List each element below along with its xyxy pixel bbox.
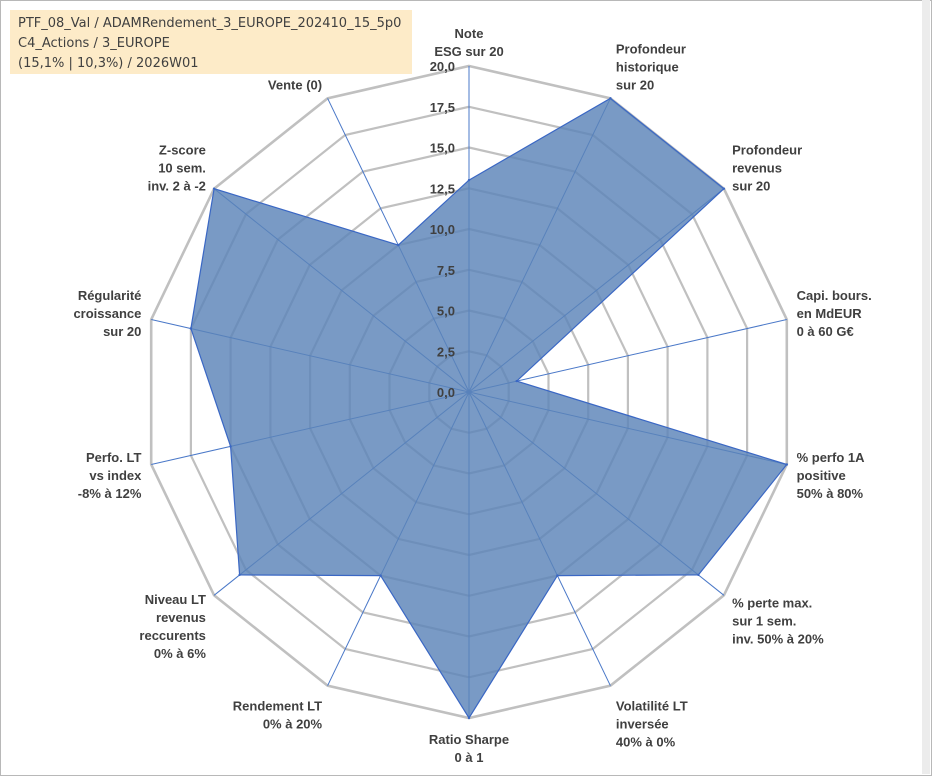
- axis-label-line: % perte max.: [732, 595, 812, 610]
- tick-label: 10,0: [430, 222, 455, 237]
- tick-label: 20,0: [430, 59, 455, 74]
- axis-label-line: inversée: [616, 717, 669, 732]
- series-point-8: [379, 574, 382, 577]
- tick-label: 7,5: [437, 263, 455, 278]
- axis-label-line: Profondeur: [616, 41, 686, 56]
- axis-label-line: 50% à 80%: [797, 486, 864, 501]
- axis-label-line: revenus: [156, 610, 206, 625]
- axis-label-12: Z-score 10 sem. inv. 2 à -2: [148, 143, 206, 194]
- axis-label-line: -8% à 12%: [78, 486, 142, 501]
- axis-label-line: 0% à 20%: [263, 717, 323, 732]
- series-point-13: [397, 243, 400, 247]
- axis-label-line: Niveau LT: [145, 592, 206, 607]
- axis-label-line: Capi. bours.: [797, 288, 872, 303]
- axis-label-line: historique: [616, 59, 679, 74]
- tick-label: 0,0: [437, 385, 455, 400]
- series-point-9: [238, 573, 241, 577]
- series-point-6: [556, 574, 559, 577]
- tick-label: 2,5: [437, 344, 455, 359]
- tick-label: 15,0: [430, 141, 455, 156]
- axis-label-line: % perfo 1A: [797, 450, 866, 465]
- axis-label-line: reccurents: [139, 628, 205, 643]
- axis-label-line: inv. 50% à 20%: [732, 631, 824, 646]
- axis-label-line: sur 20: [103, 324, 141, 339]
- axis-label-8: Rendement LT 0% à 20%: [233, 699, 323, 732]
- axis-label-line: sur 1 sem.: [732, 613, 796, 628]
- axis-label-line: Régularité: [78, 288, 142, 303]
- axis-label-line: 0 à 60 G€: [797, 324, 854, 339]
- axis-label-line: 10 sem.: [158, 161, 206, 176]
- title-box: PTF_08_Val / ADAMRendement_3_EUROPE_2024…: [10, 10, 412, 74]
- series-point-10: [229, 445, 232, 448]
- title-line-3: (15,1% | 10,3%) / 2026W01: [18, 56, 199, 71]
- axis-label-line: inv. 2 à -2: [148, 179, 206, 194]
- spoke-3: [468, 319, 787, 393]
- tick-label: 5,0: [437, 304, 455, 319]
- series-area-0: [190, 97, 788, 720]
- axis-label-line: Volatilité LT: [616, 699, 688, 714]
- axis-label-line: Note: [455, 26, 484, 41]
- axis-label-line: Profondeur: [732, 143, 802, 158]
- axis-label-line: sur 20: [732, 179, 770, 194]
- series-point-1: [609, 97, 612, 100]
- axis-label-7: Ratio Sharpe 0 à 1: [429, 732, 509, 765]
- series-point-5: [697, 573, 700, 577]
- tick-label: 12,5: [430, 181, 455, 196]
- axis-label-line: Rendement LT: [233, 699, 322, 714]
- axis-label-line: Ratio Sharpe: [429, 732, 509, 747]
- axis-label-9: Niveau LT revenus reccurents 0% à 6%: [139, 592, 206, 661]
- axis-label-2: Profondeur revenus sur 20: [732, 143, 802, 194]
- axis-label-line: en MdEUR: [797, 306, 863, 321]
- series-point-11: [189, 327, 193, 330]
- axis-label-6: Volatilité LT inversée 40% à 0%: [616, 699, 688, 750]
- axis-label-line: vs index: [89, 468, 142, 483]
- axis-label-0: Note ESG sur 20: [434, 26, 503, 59]
- axis-label-line: ESG sur 20: [434, 44, 503, 59]
- axis-label-line: sur 20: [616, 77, 654, 92]
- axis-label-line: positive: [797, 468, 846, 483]
- series-point-4: [785, 463, 788, 466]
- scrollbar[interactable]: [922, 0, 930, 774]
- axis-label-5: % perte max. sur 1 sem. inv. 50% à 20%: [732, 595, 824, 646]
- axis-label-4: % perfo 1A positive 50% à 80%: [797, 450, 866, 501]
- axis-label-line: Vente (0): [268, 77, 322, 92]
- radar-series-layer: [189, 97, 788, 720]
- series-point-12: [212, 187, 216, 190]
- axis-label-line: revenus: [732, 161, 782, 176]
- axis-label-line: 0 à 1: [455, 750, 484, 765]
- axis-label-1: Profondeur historique sur 20: [616, 41, 686, 92]
- title-line-2: C4_Actions / 3_EUROPE: [18, 36, 170, 51]
- radial-tick-labels: 0,0 2,5 5,0 7,5 10,0 12,5 15,0 17,5 20,0: [430, 59, 455, 400]
- title-line-1: PTF_08_Val / ADAMRendement_3_EUROPE_2024…: [18, 16, 402, 31]
- series-point-7: [467, 716, 471, 720]
- axis-label-line: 0% à 6%: [154, 646, 206, 661]
- axis-label-line: Z-score: [159, 143, 206, 158]
- axis-label-line: 40% à 0%: [616, 735, 676, 750]
- axis-label-line: croissance: [73, 306, 141, 321]
- axis-label-line: Perfo. LT: [86, 450, 141, 465]
- axis-label-10: Perfo. LT vs index -8% à 12%: [78, 450, 142, 501]
- axis-label-11: Régularité croissance sur 20: [73, 288, 141, 339]
- series-point-3: [515, 379, 518, 383]
- tick-label: 17,5: [430, 100, 455, 115]
- series-point-0: [467, 178, 471, 182]
- axis-label-3: Capi. bours. en MdEUR 0 à 60 G€: [797, 288, 872, 339]
- series-point-2: [722, 187, 726, 190]
